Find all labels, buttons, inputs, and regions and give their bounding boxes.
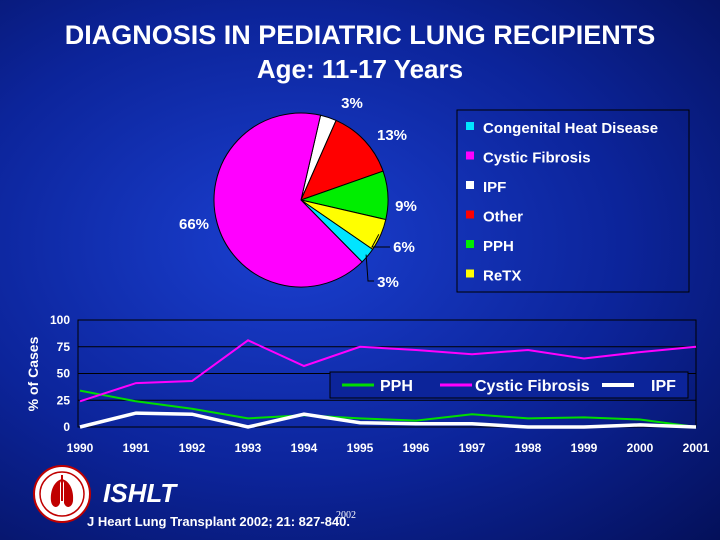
y-tick-label: 50 bbox=[57, 367, 71, 381]
y-tick-label: 0 bbox=[63, 420, 70, 434]
x-tick-label: 1990 bbox=[67, 441, 94, 455]
line-series bbox=[79, 339, 697, 429]
citation: J Heart Lung Transplant 2002; 21: 827-84… bbox=[87, 514, 350, 529]
series-line-cystic-fibrosis bbox=[79, 339, 697, 403]
y-tick-label: 25 bbox=[57, 393, 71, 407]
line-legend: PPH Cystic Fibrosis IPF bbox=[342, 378, 676, 395]
x-tick-label: 1997 bbox=[459, 441, 486, 455]
series-line-pph bbox=[79, 389, 697, 428]
pie-legend-entry: Cystic Fibrosis bbox=[483, 150, 591, 167]
pie-leader-line bbox=[371, 234, 390, 248]
x-tick-label: 1996 bbox=[403, 441, 430, 455]
y-tick-label: 100 bbox=[50, 313, 70, 327]
pie-legend-swatch bbox=[466, 151, 474, 160]
x-tick-label: 1993 bbox=[235, 441, 262, 455]
y-tick-label: 75 bbox=[57, 340, 71, 354]
x-tick-label: 2001 bbox=[683, 441, 710, 455]
x-tick-label: 1992 bbox=[179, 441, 206, 455]
pie-label-congenital-heat-disease: 3% bbox=[377, 274, 399, 291]
line-ticks: 0 25 50 75 100 1990 1991 1992 1993 1994 1995 1996 19… bbox=[50, 313, 710, 455]
pie-label-ipf: 3% bbox=[341, 95, 363, 112]
pie-legend-swatch bbox=[466, 122, 474, 130]
line-legend-entry: Cystic Fibrosis bbox=[475, 378, 590, 395]
pie-legend-swatch bbox=[466, 181, 474, 189]
pie-chart: 3% 13% 9% 6% 3% 66% bbox=[179, 95, 417, 291]
x-tick-label: 2000 bbox=[627, 441, 654, 455]
x-tick-label: 1994 bbox=[291, 441, 318, 455]
ishlt-label: ISHLT bbox=[103, 478, 177, 508]
chart-subtitle: Age: 11-17 Years bbox=[256, 54, 464, 84]
pie-legend-swatch bbox=[466, 210, 474, 219]
pie-legend-entry: Congenital Heat Disease bbox=[483, 120, 658, 137]
y-axis-label: % of Cases bbox=[25, 336, 41, 411]
year-note: 2002 bbox=[336, 510, 356, 521]
x-tick-label: 1991 bbox=[123, 441, 150, 455]
pie-label-other: 13% bbox=[377, 127, 407, 144]
pie-leader-line bbox=[365, 254, 374, 282]
pie-legend-swatch bbox=[466, 240, 474, 248]
ishlt-seal-logo bbox=[33, 465, 91, 523]
pie-legend-box bbox=[456, 109, 690, 293]
pie-legend-swatch bbox=[466, 269, 474, 278]
chart-title: DIAGNOSIS IN PEDIATRIC LUNG RECIPIENTS bbox=[64, 20, 656, 50]
pie-legend-entry: ReTX bbox=[483, 268, 521, 285]
line-legend-entry: IPF bbox=[651, 378, 676, 395]
pie-legend-entry: PPH bbox=[483, 238, 514, 255]
x-tick-label: 1999 bbox=[571, 441, 598, 455]
x-tick-label: 1995 bbox=[347, 441, 374, 455]
pie-label-retx: 6% bbox=[393, 239, 415, 256]
pie-slice-other bbox=[300, 119, 384, 201]
pie-legend: Congenital Heat Disease Cystic Fibrosis IP… bbox=[466, 120, 658, 285]
line-legend-entry: PPH bbox=[380, 378, 413, 395]
pie-label-pph: 9% bbox=[395, 198, 417, 215]
pie-slice-cystic-fibrosis bbox=[213, 112, 363, 288]
series-line-ipf bbox=[79, 411, 697, 429]
pie-label-cystic-fibrosis: 66% bbox=[179, 216, 209, 233]
pie-legend-entry: Other bbox=[483, 209, 523, 226]
x-tick-label: 1998 bbox=[515, 441, 542, 455]
pie-legend-entry: IPF bbox=[483, 179, 506, 196]
